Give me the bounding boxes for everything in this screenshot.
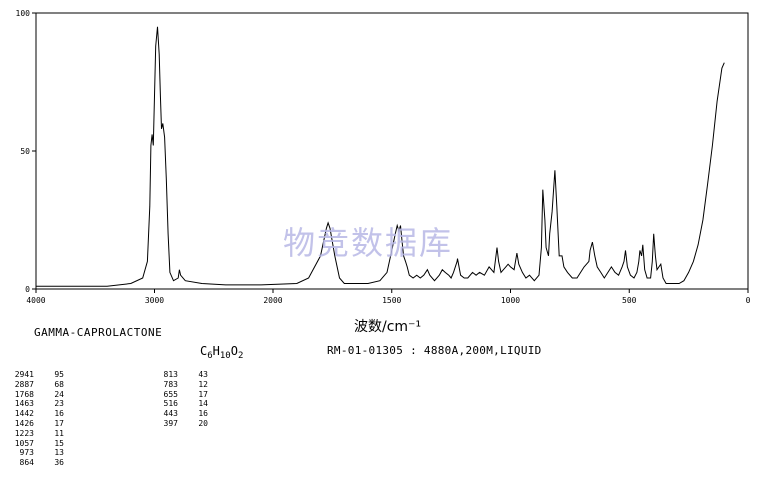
y-tick-label: 50 <box>20 147 30 156</box>
peak-wavenumber: 1223 <box>14 428 34 438</box>
peak-intensity: 20 <box>198 418 208 428</box>
reference-code: RM-01-01305 : 4880A,200M,LIQUID <box>327 344 542 357</box>
spectrum-trace <box>36 26 725 287</box>
peak-table-row: 2941 95 <box>6 370 64 380</box>
formula-o-count: 2 <box>237 351 244 361</box>
peak-intensity: 17 <box>198 389 208 399</box>
peak-table-row: 1223 11 <box>6 429 64 439</box>
formula-h: H <box>212 344 220 358</box>
x-tick-label: 2000 <box>263 296 282 305</box>
peak-intensity: 43 <box>198 370 208 379</box>
peak-wavenumber: 813 <box>163 370 178 379</box>
watermark-text: 物竞数据库 <box>283 224 454 262</box>
x-tick-label: 1500 <box>382 296 401 305</box>
peak-table-row: 1768 24 <box>6 390 64 400</box>
peak-wavenumber: 397 <box>163 418 178 428</box>
peak-table-col2: 813 43 783 12 655 17 516 14 443 16 397 20 <box>150 370 208 429</box>
ir-spectrum-chart: 0 50 100 4000 3000 2000 1500 1000 500 0 <box>16 9 751 305</box>
peak-wavenumber: 973 <box>19 448 34 458</box>
peak-intensity: 16 <box>54 409 64 419</box>
x-axis-label: 波数/cm⁻¹ <box>354 316 421 336</box>
peak-wavenumber: 1426 <box>14 418 34 428</box>
peak-intensity: 16 <box>198 409 208 419</box>
y-tick-label: 0 <box>25 285 30 294</box>
x-tick-label: 4000 <box>26 296 45 305</box>
peak-wavenumber: 443 <box>163 409 178 419</box>
peak-wavenumber: 655 <box>163 389 178 399</box>
formula-h-count: 10 <box>219 351 231 361</box>
peak-table-row: 443 16 <box>150 409 208 419</box>
peak-wavenumber: 1463 <box>14 399 34 409</box>
peak-wavenumber: 783 <box>163 379 178 389</box>
x-axis-label-text: 波数/cm⁻¹ <box>354 319 422 335</box>
peak-table-row: 1442 16 <box>6 409 64 419</box>
formula-o: O <box>230 344 238 358</box>
peak-wavenumber: 864 <box>19 458 34 468</box>
molecular-formula: C6H10O2 <box>200 344 243 361</box>
peak-table-row: 973 13 <box>6 448 64 458</box>
peak-wavenumber: 1768 <box>14 389 34 399</box>
peak-table-row: 1426 17 <box>6 419 64 429</box>
peak-table-row: 2887 68 <box>6 380 64 390</box>
y-tick-label: 100 <box>16 9 31 18</box>
peak-intensity: 36 <box>54 458 64 468</box>
peak-wavenumber: 1442 <box>14 409 34 419</box>
peak-wavenumber: 2887 <box>14 379 34 389</box>
formula-c: C <box>200 344 208 358</box>
peak-intensity: 13 <box>54 448 64 458</box>
peak-table-row: 1463 23 <box>6 399 64 409</box>
peak-intensity: 23 <box>54 399 64 409</box>
peak-intensity: 17 <box>54 418 64 428</box>
x-tick-label: 500 <box>622 296 637 305</box>
x-axis: 4000 3000 2000 1500 1000 500 0 <box>26 289 751 305</box>
peak-table-row: 864 36 <box>6 458 64 468</box>
x-tick-label: 0 <box>746 296 751 305</box>
peak-intensity: 11 <box>54 428 64 438</box>
peak-wavenumber: 516 <box>163 399 178 409</box>
peak-table-row: 655 17 <box>150 390 208 400</box>
peak-table-row: 397 20 <box>150 419 208 429</box>
peak-intensity: 15 <box>54 438 64 448</box>
peak-intensity: 24 <box>54 389 64 399</box>
compound-name: GAMMA-CAPROLACTONE <box>34 326 163 339</box>
peak-intensity: 68 <box>54 379 64 389</box>
peak-wavenumber: 1057 <box>14 438 34 448</box>
peak-table-row: 813 43 <box>150 370 208 380</box>
peak-intensity: 12 <box>198 379 208 389</box>
peak-table-row: 516 14 <box>150 399 208 409</box>
peak-table-row: 783 12 <box>150 380 208 390</box>
peak-wavenumber: 2941 <box>14 370 34 379</box>
x-tick-label: 3000 <box>145 296 164 305</box>
peak-intensity: 14 <box>198 399 208 409</box>
formula-c-count: 6 <box>207 351 213 361</box>
x-tick-label: 1000 <box>501 296 520 305</box>
peak-intensity: 95 <box>54 370 64 379</box>
peak-table-row: 1057 15 <box>6 439 64 449</box>
peak-table-col1: 2941 95 2887 68 1768 24 1463 23 1442 16 1426 17 1223… <box>6 370 64 468</box>
y-axis: 0 50 100 <box>16 9 36 294</box>
